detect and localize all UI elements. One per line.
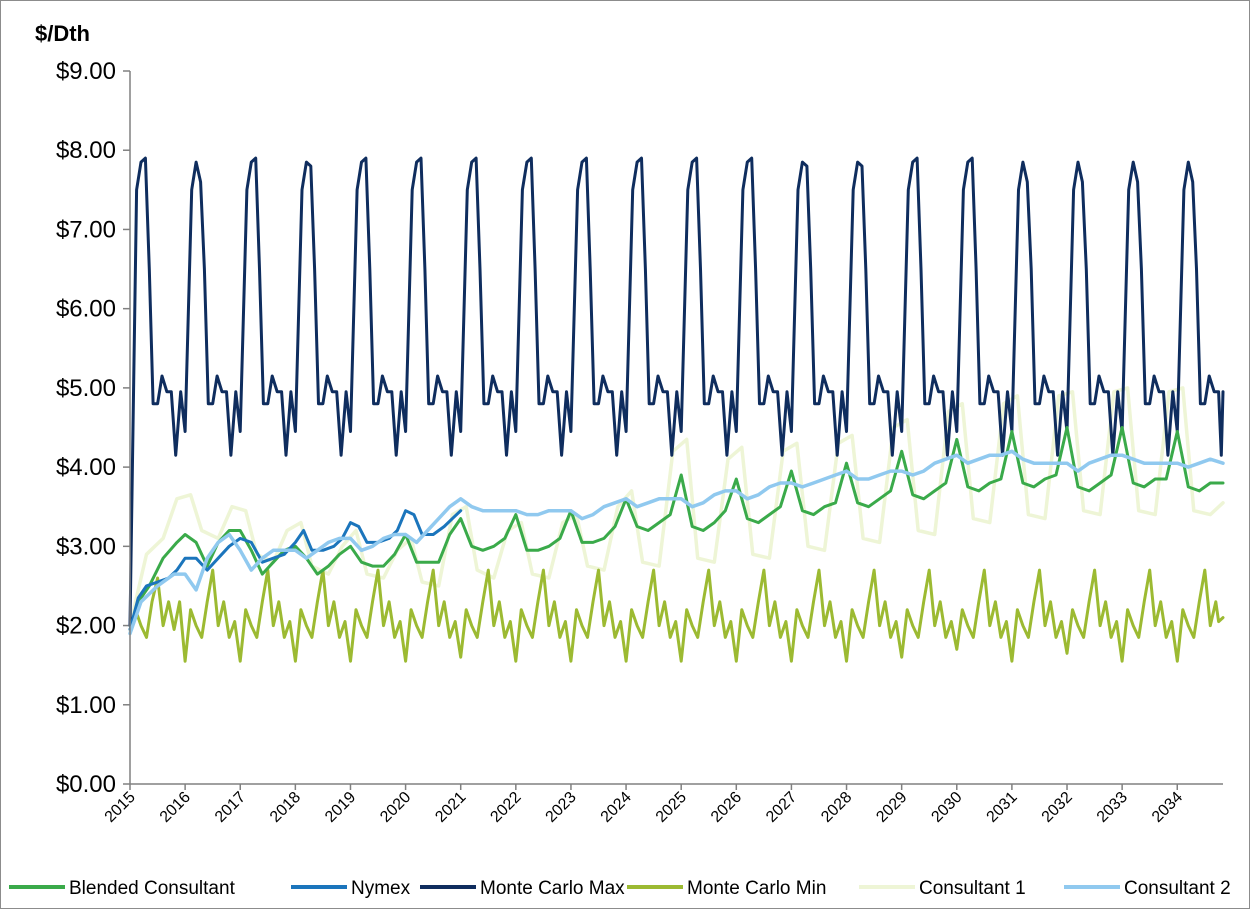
x-tick-label: 2031 [984, 789, 1021, 826]
legend-label: Consultant 2 [1124, 878, 1231, 899]
x-tick-label: 2019 [322, 789, 359, 826]
x-tick-label: 2016 [157, 789, 194, 826]
legend: Blended Consultant Nymex Monte Carlo Max Mo… [9, 878, 1231, 899]
x-tick-label: 2026 [708, 789, 745, 826]
legend-label: Monte Carlo Max [480, 878, 625, 899]
x-tick-label: 2032 [1039, 789, 1076, 826]
series-line-blended-consultant [128, 426, 1225, 631]
series-line-monte-carlo-max [128, 156, 1225, 628]
x-tick-label: 2027 [763, 789, 800, 826]
y-tick-label: $8.00 [56, 137, 116, 164]
x-tick-label: 2017 [212, 789, 249, 826]
y-tick-label: $4.00 [56, 454, 116, 481]
x-tick-label: 2034 [1149, 789, 1186, 826]
x-tick-label: 2023 [543, 789, 580, 826]
series-line-monte-carlo-min [128, 568, 1225, 663]
y-tick-label: $2.00 [56, 613, 116, 640]
x-tick-label: 2022 [487, 789, 524, 826]
y-tick-label: $7.00 [56, 216, 116, 243]
x-tick-label: 2018 [267, 789, 304, 826]
unit-label: $/Dth [35, 21, 90, 46]
y-tick-label: $0.00 [56, 771, 116, 798]
y-tick-label: $9.00 [56, 58, 116, 85]
x-tick-label: 2030 [928, 789, 965, 826]
legend-label: Blended Consultant [69, 878, 236, 899]
x-axis-ticks: 2015 2016 2017 2018 2019 2020 2021 2022 2023 2024… [102, 784, 1186, 826]
x-tick-label: 2024 [598, 789, 635, 826]
series-lines [128, 156, 1225, 663]
y-tick-label: $1.00 [56, 692, 116, 719]
x-tick-label: 2029 [873, 789, 910, 826]
y-tick-label: $6.00 [56, 296, 116, 323]
x-tick-label: 2033 [1094, 789, 1131, 826]
x-tick-label: 2021 [432, 789, 469, 826]
y-tick-label: $5.00 [56, 375, 116, 402]
series-line-consultant-1 [128, 386, 1225, 628]
y-axis-ticks: $0.00 $1.00 $2.00 $3.00 $4.00 $5.00 $6.00 $7.00… [56, 58, 130, 798]
legend-label: Monte Carlo Min [687, 878, 826, 899]
series-line-nymex [128, 509, 463, 631]
x-tick-label: 2028 [818, 789, 855, 826]
x-tick-label: 2025 [653, 789, 690, 826]
y-tick-label: $3.00 [56, 533, 116, 560]
legend-label: Consultant 1 [919, 878, 1026, 899]
series-line-consultant-2 [128, 449, 1225, 636]
legend-label: Nymex [351, 878, 411, 899]
x-tick-label: 2020 [377, 789, 414, 826]
